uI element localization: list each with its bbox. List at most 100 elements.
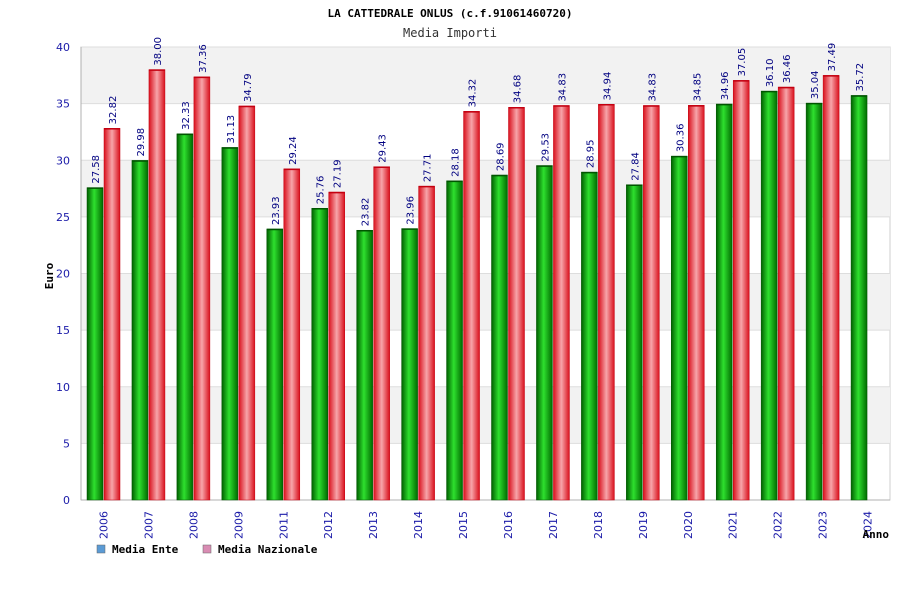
data-label: 34.32 <box>468 79 479 108</box>
data-label: 28.18 <box>451 148 462 177</box>
y-tick-label: 10 <box>56 381 70 394</box>
data-label: 25.76 <box>316 176 327 205</box>
x-tick-label: 2009 <box>232 511 245 539</box>
data-label: 27.58 <box>91 155 102 184</box>
data-label: 34.83 <box>647 73 658 102</box>
y-tick-label: 15 <box>56 324 70 337</box>
data-label: 27.84 <box>630 152 641 181</box>
data-label: 38.00 <box>153 37 164 66</box>
x-axis-ticks: 2006 2007 2008 2009 2011 2012 2013 2014 2015 2016… <box>97 511 874 539</box>
data-label: 27.71 <box>423 154 434 183</box>
bar-media-ente-2023 <box>805 102 823 501</box>
legend: Media Ente Media Nazionale <box>96 543 318 556</box>
bar-media-nazionale-2023 <box>822 75 840 501</box>
grid-band <box>81 160 890 217</box>
data-label: 35.04 <box>810 71 821 100</box>
x-tick-label: 2006 <box>97 511 110 539</box>
bar-media-ente-2017 <box>536 165 553 501</box>
bar-media-nazionale-2018 <box>598 104 615 501</box>
bar-media-ente-2019 <box>626 184 643 501</box>
x-tick-label: 2014 <box>412 511 425 539</box>
chart-subtitle: Media Importi <box>403 26 497 40</box>
x-tick-label: 2022 <box>772 511 785 539</box>
grid-band <box>81 273 890 331</box>
bar-media-nazionale-2006 <box>103 128 121 501</box>
bar-media-nazionale-2008 <box>193 76 211 501</box>
data-label: 29.98 <box>136 128 147 157</box>
bar-media-ente-2014 <box>401 228 418 501</box>
y-tick-label: 20 <box>56 268 70 281</box>
x-tick-label: 2007 <box>142 511 155 539</box>
data-label: 28.69 <box>496 142 507 171</box>
bar-media-nazionale-2016 <box>508 106 525 501</box>
bar-media-nazionale-2014 <box>418 185 435 501</box>
data-label: 29.24 <box>288 136 299 165</box>
bar-media-nazionale-2015 <box>463 111 480 501</box>
x-tick-label: 2023 <box>817 511 830 539</box>
y-tick-label: 40 <box>56 41 70 54</box>
data-label: 34.68 <box>513 75 524 104</box>
bar-media-ente-2007 <box>131 160 149 501</box>
x-tick-label: 2015 <box>457 511 470 539</box>
x-tick-label: 2013 <box>367 511 380 539</box>
legend-label: Media Ente <box>112 543 179 556</box>
data-label: 34.96 <box>720 71 731 100</box>
bar-media-nazionale-2019 <box>643 105 660 501</box>
x-tick-label: 2017 <box>547 511 560 539</box>
data-labels: 27.58 32.82 29.98 38.00 32.33 37.36 31.13 34.79… <box>91 37 866 226</box>
grid-lines <box>80 46 890 501</box>
data-label: 29.43 <box>378 134 389 163</box>
legend-swatch <box>96 544 106 554</box>
data-label: 35.72 <box>855 63 866 92</box>
bar-media-ente-2009 <box>221 147 239 501</box>
bar-media-nazionale-2011 <box>283 168 301 501</box>
y-tick-label: 5 <box>63 437 70 450</box>
y-tick-label: 0 <box>63 494 70 507</box>
x-tick-label: 2008 <box>187 511 200 539</box>
data-label: 37.49 <box>827 43 838 72</box>
x-tick-label: 2012 <box>322 511 335 539</box>
data-label: 27.19 <box>333 159 344 188</box>
x-axis-label: Anno <box>863 528 890 541</box>
bar-media-nazionale-2007 <box>148 69 166 501</box>
bar-media-ente-2015 <box>446 180 463 501</box>
legend-label: Media Nazionale <box>218 543 318 556</box>
bar-media-nazionale-2020 <box>688 105 705 501</box>
bar-media-ente-2022 <box>760 90 778 501</box>
bar-media-ente-2013 <box>356 229 373 501</box>
bars <box>86 69 868 501</box>
data-label: 34.94 <box>602 72 613 101</box>
y-tick-label: 25 <box>56 211 70 224</box>
bar-media-ente-2011 <box>266 228 284 501</box>
bar-media-ente-2008 <box>176 133 194 501</box>
data-label: 23.93 <box>271 196 282 225</box>
y-axis-label: Euro <box>43 262 56 289</box>
data-label: 36.46 <box>782 54 793 83</box>
bar-media-ente-2012 <box>311 208 328 501</box>
bar-media-nazionale-2022 <box>777 86 795 501</box>
bar-media-ente-2024 <box>850 95 868 501</box>
bar-media-nazionale-2012 <box>328 191 345 501</box>
data-label: 30.36 <box>675 124 686 153</box>
data-label: 23.82 <box>361 198 372 227</box>
data-label: 37.05 <box>737 48 748 77</box>
bar-media-nazionale-2009 <box>238 105 256 501</box>
legend-swatch <box>202 544 212 554</box>
chart-title: LA CATTEDRALE ONLUS (c.f.91061460720) <box>327 7 572 20</box>
bar-media-nazionale-2021 <box>732 80 750 501</box>
data-label: 23.96 <box>406 196 417 225</box>
x-tick-label: 2021 <box>727 511 740 539</box>
bar-media-ente-2021 <box>715 103 733 501</box>
x-tick-label: 2020 <box>682 511 695 539</box>
data-label: 32.33 <box>181 101 192 130</box>
data-label: 28.95 <box>585 140 596 169</box>
bar-media-ente-2006 <box>86 187 104 501</box>
x-tick-label: 2024 <box>862 511 875 539</box>
data-label: 29.53 <box>540 133 551 162</box>
bar-media-ente-2018 <box>581 171 598 501</box>
data-label: 34.83 <box>557 73 568 102</box>
bar-media-nazionale-2013 <box>373 166 390 501</box>
x-tick-label: 2016 <box>502 511 515 539</box>
y-tick-label: 30 <box>56 154 70 167</box>
